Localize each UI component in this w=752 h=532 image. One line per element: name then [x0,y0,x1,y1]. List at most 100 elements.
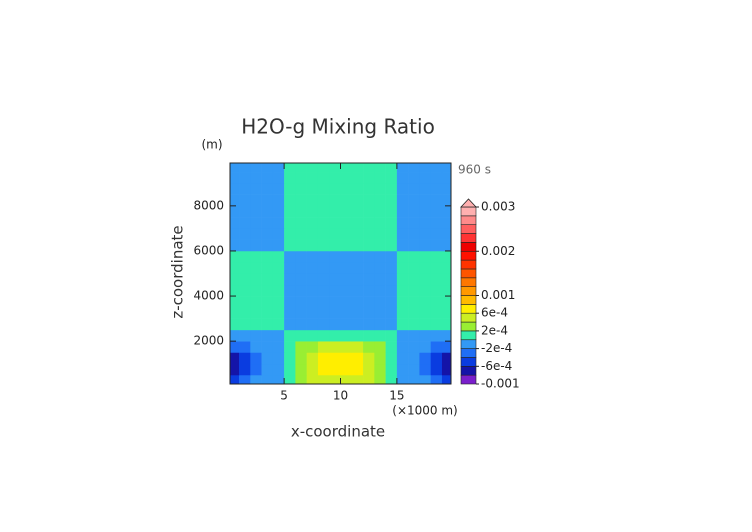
contour-cell [396,318,409,331]
contour-cell [419,352,432,365]
contour-cell [284,363,296,376]
contour-cell [250,172,262,184]
contour-cell [284,374,296,384]
contour-cell [363,217,375,229]
contour-cell [374,296,386,308]
contour-cell [306,239,319,252]
contour-cell [430,205,443,218]
contour-cell [340,183,353,195]
contour-cell [329,183,341,195]
contour-cell [363,205,375,218]
colorbar-box [460,259,477,270]
contour-cell [250,284,262,297]
contour-cell [250,163,262,173]
contour-cell [261,318,274,331]
contour-cell [261,250,274,263]
contour-cell [396,374,409,384]
contour-cell [272,318,285,331]
contour-cell [430,374,443,384]
contour-cell [250,239,262,252]
colorbar-tick-label: 0.002 [481,244,515,258]
contour-cell [385,205,398,218]
contour-cell [385,194,398,207]
contour-cell [396,296,409,308]
contour-cell [239,352,251,365]
contour-cell [284,307,296,319]
contour-cell [419,163,432,173]
contour-cell [374,163,386,173]
contour-cell [250,217,262,229]
contour-cell [239,205,251,218]
contour-cell [351,341,364,353]
contour-cell [284,183,296,195]
y-tick-label: 4000 [193,289,224,303]
contour-cell [408,363,420,376]
contour-cell [430,183,443,195]
colorbar-box [460,365,477,376]
colorbar-tick-label: 0.003 [481,200,515,214]
contour-cell [272,172,285,184]
contour-cell [272,239,285,252]
contour-cell [441,284,451,297]
contour-cell [408,352,420,365]
contour-cell [396,352,409,365]
contour-cell [340,329,353,342]
colorbar-box [460,277,477,287]
contour-cell [340,273,353,286]
contour-cell [363,239,375,252]
contour-cell [306,163,319,173]
contour-cell [385,228,398,240]
contour-cell [441,363,451,376]
colorbar-box [460,242,477,252]
contour-cell [385,183,398,195]
contour-cell [239,363,251,376]
contour-cell [363,307,375,319]
contour-cell [351,374,364,384]
contour-cell [396,250,409,263]
x-unit: (×1000 m) [392,404,457,418]
contour-cell [430,329,443,342]
contour-cell [261,205,274,218]
contour-cell [385,341,398,353]
contour-cell [396,262,409,274]
contour-cell [396,363,409,376]
contour-cell [329,239,341,252]
contour-cell [374,250,386,263]
contour-cell [261,183,274,195]
contour-cell [419,262,432,274]
contour-cell [230,374,240,384]
contour-cell [363,172,375,184]
contour-cell [306,194,319,207]
contour-cell [295,284,307,297]
contour-cell [340,163,353,173]
contour-cell [340,374,353,384]
contour-cell [261,307,274,319]
contour-cell [329,374,341,384]
contour-cell [419,194,432,207]
contour-cell [385,250,398,263]
contour-cell [408,217,420,229]
contour-cell [441,194,451,207]
contour-cell [419,217,432,229]
contour-cell [329,205,341,218]
contour-cell [430,239,443,252]
contour-cell [396,329,409,342]
contour-cell [230,172,240,184]
contour-cell [250,352,262,365]
contour-cell [408,262,420,274]
contour-cell [430,163,443,173]
colorbar-box [460,206,477,217]
contour-cell [250,228,262,240]
contour-cell [396,341,409,353]
contour-cell [441,352,451,365]
contour-cell [261,352,274,365]
contour-cell [272,307,285,319]
contour-cell [430,307,443,319]
contour-cell [351,194,364,207]
contour-cell [385,163,398,173]
contour-cell [230,228,240,240]
contour-cell [317,194,330,207]
contour-cell [295,217,307,229]
contour-cell [441,217,451,229]
colorbar-extend [460,198,477,208]
